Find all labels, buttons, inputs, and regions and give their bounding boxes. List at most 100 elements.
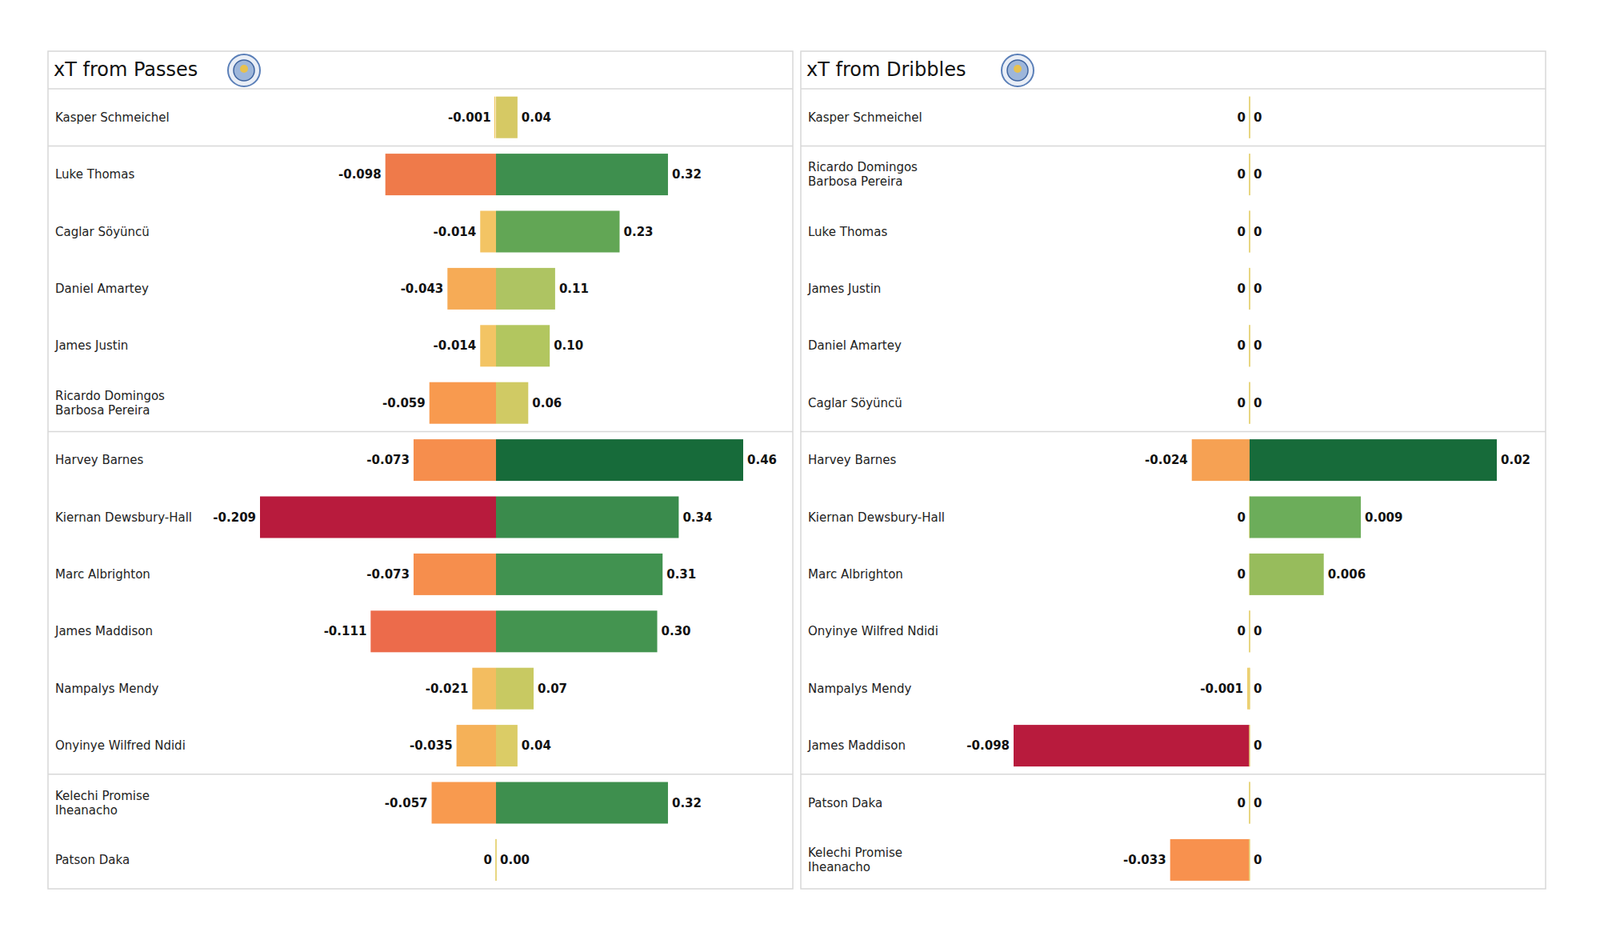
data-label: 0.006 (1328, 567, 1366, 582)
data-label: -0.001 (1200, 681, 1244, 696)
data-label: 0 (1253, 281, 1262, 296)
category-label: Luke Thomas (55, 167, 135, 182)
bar (496, 610, 658, 652)
bar (260, 496, 496, 539)
category-label: Nampalys Mendy (55, 681, 160, 696)
bar (1248, 610, 1251, 652)
chart-canvas: xT from PassesKasper Schmeichel-0.0010.0… (0, 0, 1600, 940)
bar (496, 324, 550, 367)
data-label: 0.04 (521, 738, 552, 753)
category-label: Marc Albrighton (55, 567, 151, 582)
data-label: -0.043 (400, 281, 444, 296)
bar (496, 439, 744, 481)
data-label: 0.06 (532, 396, 562, 411)
bar (413, 439, 496, 481)
labels: Kasper Schmeichel-0.0010.04Luke Thomas-0… (54, 110, 777, 868)
data-label: 0 (1237, 110, 1246, 125)
data-label: -0.014 (433, 338, 477, 353)
bar (1248, 382, 1251, 424)
data-label: -0.021 (425, 681, 469, 696)
data-label: -0.033 (1123, 852, 1167, 868)
data-label: 0.31 (666, 567, 696, 582)
bar (495, 839, 497, 881)
data-label: -0.035 (409, 738, 453, 753)
data-label: 0.04 (521, 110, 552, 125)
data-label: 0.23 (624, 224, 654, 240)
bar (496, 496, 679, 539)
data-label: 0.34 (682, 510, 712, 525)
category-label: James Justin (807, 281, 881, 296)
data-label: 0.009 (1364, 510, 1403, 525)
club-crest (1001, 54, 1034, 87)
data-label: 0 (1253, 738, 1262, 753)
category-label: Kasper Schmeichel (808, 110, 923, 125)
data-label: 0 (1237, 281, 1246, 296)
bar (1170, 839, 1250, 881)
bar (494, 96, 496, 139)
bar (496, 782, 668, 824)
data-label: -0.111 (324, 624, 368, 639)
data-label: -0.059 (382, 396, 426, 411)
bar (1248, 153, 1251, 196)
data-label: 0.46 (747, 452, 777, 468)
data-label: 0 (1253, 167, 1262, 182)
data-label: 0 (1237, 796, 1246, 811)
bar (496, 211, 620, 253)
data-label: 0 (1253, 796, 1262, 811)
bar (1247, 668, 1250, 710)
data-label: 0 (1253, 681, 1262, 696)
bar (1248, 839, 1251, 881)
data-label: -0.209 (212, 510, 256, 525)
category-label: James Justin (54, 338, 128, 353)
data-label: 0 (1237, 624, 1246, 639)
club-crest (228, 54, 260, 87)
data-label: 0.32 (672, 796, 702, 811)
bar (1248, 668, 1251, 710)
data-label: 0 (1237, 338, 1246, 353)
bar (413, 553, 496, 596)
bar (495, 839, 497, 881)
data-label: -0.073 (366, 567, 410, 582)
title: xT from Dribbles (806, 58, 966, 81)
panel-frame (800, 51, 1546, 889)
category-label: Ricardo DomingosBarbosa Pereira (55, 388, 165, 418)
category-label: Onyinye Wilfred Ndidi (55, 738, 186, 753)
group-separator (800, 431, 1546, 433)
bar (1248, 324, 1251, 367)
category-label: Caglar Söyüncü (808, 396, 903, 411)
category-label: Luke Thomas (808, 224, 888, 240)
data-label: 0 (1253, 852, 1262, 868)
data-label: 0 (1237, 224, 1246, 240)
header-rule (800, 88, 1546, 90)
bar (1248, 724, 1251, 767)
data-label: 0.11 (559, 281, 589, 296)
bar (1248, 610, 1251, 652)
bar (1248, 782, 1251, 824)
bar (1248, 96, 1251, 139)
bar (1248, 96, 1251, 139)
bar (432, 782, 496, 824)
group-separator (48, 773, 793, 776)
category-label: Kiernan Dewsbury-Hall (55, 510, 192, 525)
bars (260, 96, 744, 881)
category-label: Marc Albrighton (808, 567, 904, 582)
category-label: James Maddison (807, 738, 906, 753)
bars (1013, 96, 1497, 881)
bar (496, 268, 556, 310)
data-label: 0 (1253, 224, 1262, 240)
data-label: 0 (1237, 167, 1246, 182)
category-label: Daniel Amartey (808, 338, 902, 353)
category-label: Harvey Barnes (808, 452, 897, 468)
data-label: 0 (484, 852, 492, 868)
data-label: 0.00 (500, 852, 530, 868)
panel: xT from DribblesKasper Schmeichel00Ricar… (800, 51, 1546, 889)
bar (429, 382, 496, 424)
bar (496, 96, 518, 139)
bar (496, 724, 518, 767)
data-label: 0.32 (672, 167, 702, 182)
data-label: 0 (1237, 396, 1246, 411)
bar (480, 324, 496, 367)
bar (472, 668, 496, 710)
bar (496, 382, 528, 424)
bar (370, 610, 496, 652)
